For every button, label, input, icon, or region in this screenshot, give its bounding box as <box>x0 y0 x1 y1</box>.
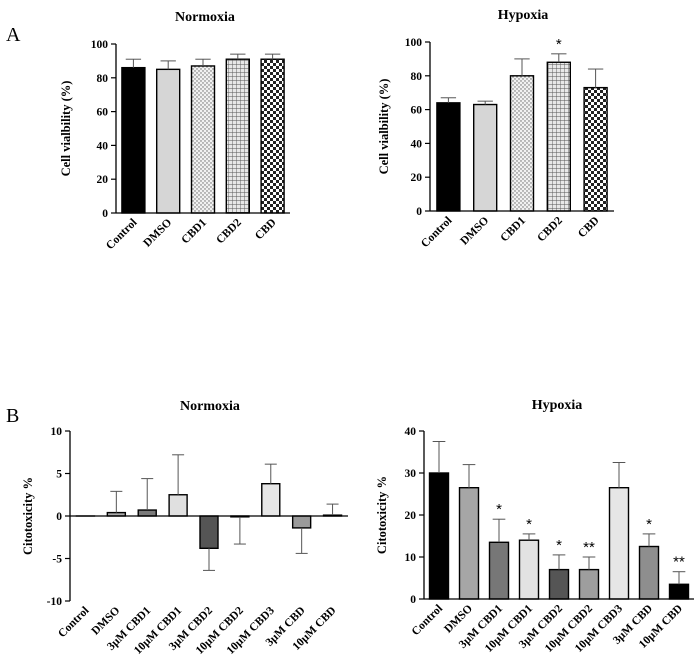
chart-4-y-tick-label: 0 <box>410 594 416 606</box>
chart-4-significance-label: * <box>496 501 502 518</box>
chart-2-bar <box>546 61 571 212</box>
chart-4-title: Hypoxia <box>532 398 583 413</box>
chart-3-bar <box>261 483 281 517</box>
chart-1-bar <box>190 65 216 214</box>
chart-3-bar <box>199 515 219 549</box>
chart-3-y-tick-label: 10 <box>51 426 63 438</box>
chart-2-bar <box>436 102 461 212</box>
chart-3-title: Normoxia <box>180 399 240 414</box>
chart-2-bar <box>473 103 498 212</box>
chart-3-x-tick-label: Control <box>56 605 91 640</box>
chart-2-bar <box>583 86 608 212</box>
chart-2-y-tick-label: 60 <box>411 105 423 117</box>
chart-1-x-tick-label: CBD1 <box>179 216 209 246</box>
chart-2-bar <box>509 75 535 212</box>
chart-2-y-label: Cell vialbility (%) <box>377 79 391 175</box>
chart-4-bar <box>548 568 570 600</box>
chart-3-y-tick-label: -10 <box>47 596 63 608</box>
chart-4-significance-label: * <box>526 516 532 533</box>
chart-2-x-tick-label: CBD2 <box>535 214 565 244</box>
chart-4-bar <box>668 583 690 600</box>
chart-2-x-tick-label: DMSO <box>458 215 491 248</box>
panel-letter-a: A <box>6 24 21 46</box>
chart-1-y-label: Cell vialbility (%) <box>59 81 73 177</box>
chart-4-bar <box>458 487 480 600</box>
chart-4-y-tick-label: 10 <box>405 552 417 564</box>
chart-2-title: Hypoxia <box>498 8 549 23</box>
chart-2-x-tick-label: CBD1 <box>498 214 528 244</box>
chart-1-bar <box>155 68 181 214</box>
chart-1-x-tick-label: CBD2 <box>214 216 244 246</box>
chart-4-significance-label: * <box>646 516 652 533</box>
chart-3-bar <box>137 509 157 517</box>
chart-1-y-tick-label: 80 <box>97 73 109 85</box>
chart-1-y-tick-label: 40 <box>97 140 109 152</box>
chart-1-title: Normoxia <box>175 10 235 25</box>
chart-2-significance-label: * <box>556 36 562 53</box>
chart-1-y-tick-label: 20 <box>97 174 109 186</box>
chart-4-significance-label: * <box>556 537 562 554</box>
chart-4-x-tick-label: Control <box>410 603 445 638</box>
chart-3-bar <box>168 494 188 517</box>
chart-1-x-tick-label: DMSO <box>141 217 174 250</box>
chart-3-y-tick-label: 5 <box>56 469 62 481</box>
chart-1-x-tick-label: Control <box>104 217 139 252</box>
chart-3-y-tick-label: 0 <box>56 511 62 523</box>
chart-1-y-tick-label: 100 <box>91 39 109 51</box>
chart-3-y-tick-label: -5 <box>52 554 62 566</box>
chart-1-bar <box>121 66 146 214</box>
chart-2-y-tick-label: 0 <box>416 206 422 218</box>
chart-4-bar <box>488 541 510 600</box>
chart-2-y-tick-label: 80 <box>411 71 423 83</box>
panel-letter-b: B <box>6 405 20 427</box>
chart-2-y-tick-label: 100 <box>405 37 423 49</box>
chart-1-y-tick-label: 0 <box>102 208 108 220</box>
chart-4-bar <box>578 568 600 600</box>
chart-4-significance-label: ** <box>583 539 595 556</box>
chart-4-y-tick-label: 40 <box>405 426 417 438</box>
chart-4-bar <box>608 487 630 600</box>
chart-4-y-tick-label: 30 <box>405 468 417 480</box>
chart-1-bar <box>225 58 251 214</box>
chart-1-bar <box>260 58 285 214</box>
chart-2-y-tick-label: 20 <box>411 172 423 184</box>
chart-2-x-tick-label: CBD <box>576 215 602 241</box>
chart-4-y-tick-label: 20 <box>405 510 417 522</box>
chart-4-bar <box>518 539 540 600</box>
chart-3-y-label: Citotoxicity % <box>21 477 35 555</box>
chart-2-x-tick-label: Control <box>419 215 454 250</box>
chart-3-bar <box>291 515 312 529</box>
chart-4-significance-label: ** <box>673 554 685 571</box>
chart-2-y-tick-label: 40 <box>411 138 423 150</box>
chart-4-y-label: Citotoxicity % <box>375 476 389 554</box>
chart-4-bar <box>638 545 660 600</box>
chart-1-x-tick-label: CBD <box>253 217 279 243</box>
chart-4-bar <box>428 472 450 600</box>
chart-1-y-tick-label: 60 <box>97 107 109 119</box>
